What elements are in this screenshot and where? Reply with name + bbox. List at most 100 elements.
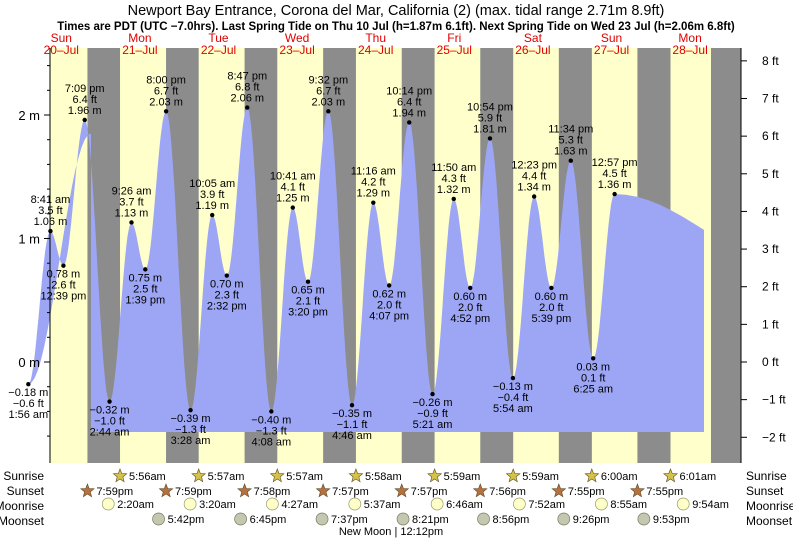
moonrise-icon [101,497,115,511]
high-tide-ft: 3.7 ft [119,196,143,208]
chart-subtitle: Times are PDT (UTC −7.0hrs). Last Spring… [57,21,735,33]
moonset-icon [477,512,490,526]
sunrise-icon [191,468,207,483]
low-tide-m: −0.32 m [90,405,130,417]
moonrise-row-label-left: Moonrise [0,499,44,513]
high-tide-time: 8:41 am [31,194,71,206]
high-tide-point [326,109,331,114]
low-tide-m: 0.70 m [210,279,244,291]
day-date: 28–Jul [672,43,707,57]
low-tide-ft: 2.6 ft [51,280,75,292]
low-tide-point [61,263,66,268]
high-tide-point [371,200,376,205]
high-tide-m: 1.36 m [598,179,632,191]
right-axis-label: 8 ft [762,54,779,68]
low-tide-point [305,279,311,284]
low-tide-ft: −1.1 ft [337,419,368,431]
low-tide-point [386,283,392,288]
sunset-icon [629,483,645,498]
low-tide-m: 0.03 m [576,361,610,373]
low-tide-m: 0.60 m [453,291,487,303]
high-tide-time: 8:47 pm [227,71,267,83]
high-tide-ft: 6.7 ft [154,85,178,97]
low-tide-m: −0.26 m [412,397,452,409]
right-axis-label: −2 ft [762,430,786,444]
day-of-week: Thu [365,31,386,45]
moonset-time: 8:56pm [493,514,530,526]
sunset-icon [551,483,567,498]
sunrise-icon [112,468,128,483]
high-tide-ft: 5.3 ft [559,135,583,147]
high-tide-m: 1.25 m [276,193,310,205]
right-axis-label: 2 ft [762,280,779,294]
moonrise-row-label-right: Moonrise [746,499,793,513]
sunrise-time: 5:57am [208,471,245,483]
moonrise-icon [595,497,608,511]
high-tide-point [407,120,412,125]
low-tide-point [349,403,355,408]
day-of-week: Sun [51,31,72,45]
low-tide-time: 3:28 am [171,435,211,447]
day-of-week: Mon [678,31,701,45]
moonset-row-label-left: Moonset [0,514,45,528]
low-tide-m: 0.62 m [372,288,406,300]
high-tide-ft: 4.1 ft [281,182,305,194]
sunset-icon [472,483,488,498]
high-tide-time: 7:09 pm [65,83,105,95]
moonset-icon [152,512,165,526]
left-axis-label: 2 m [18,108,40,123]
moonset-time: 7:37pm [331,514,368,526]
tide-area [28,107,705,432]
day-headers: Sun20–JulMon21–JulTue22–JulWed23–JulThu2… [44,31,708,57]
high-tide-ft: 4.5 ft [602,168,626,180]
moonrise-icon [183,497,197,511]
high-tide-time: 9:32 pm [308,74,348,86]
sunset-time: 7:59pm [96,486,133,498]
low-tide-time: 5:54 am [493,403,533,415]
high-tide-point [210,212,215,218]
low-tide-point [468,285,473,291]
left-axis-label: 0 m [18,355,40,370]
low-tide-m: 0.65 m [291,285,325,297]
right-axis-label: −1 ft [762,393,786,407]
right-axis-label: 7 ft [762,92,779,106]
sunset-time: 7:57pm [332,486,369,498]
sunset-icon [158,483,174,498]
high-tide-m: 1.94 m [392,107,426,119]
moonrise-time: 3:20am [199,499,236,511]
sunrise-row-label-left: Sunrise [3,469,44,483]
sunset-time: 7:57pm [411,486,448,498]
high-tide-point [451,196,456,202]
chart-title: Newport Bay Entrance, Corona del Mar, Ca… [128,3,665,19]
sunset-icon [394,483,410,498]
moonrise-time: 7:52am [528,499,565,511]
moonrise-time: 2:20am [117,499,154,511]
high-tide-m: 2.06 m [230,93,264,105]
high-tide-ft: 6.4 ft [397,96,421,108]
moonrise-icon [676,497,690,511]
high-tide-time: 11:16 am [351,166,396,178]
low-tide-m: 0.75 m [128,272,162,284]
moonset-icon [637,512,651,526]
high-tide-time: 10:05 am [189,178,235,190]
low-tide-time: 1:56 am [8,409,48,421]
low-tide-m: −0.13 m [493,381,533,393]
moonset-time: 8:21pm [412,514,449,526]
high-tide-m: 1.63 m [554,146,588,158]
low-tide-time: 6:25 am [573,383,613,395]
low-tide-ft: 2.0 ft [458,302,482,314]
right-axis-label: 4 ft [762,204,779,218]
day-date: 26–Jul [515,43,550,57]
high-tide-m: 2.03 m [149,96,183,108]
high-tide-time: 10:14 pm [386,85,432,97]
high-tide-m: 1.06 m [34,216,68,228]
low-tide-time: 12:39 pm [40,291,86,303]
moonset-time: 6:45pm [250,514,287,526]
day-date: 23–Jul [279,43,314,57]
day-of-week: Wed [285,31,309,45]
low-tide-m: −0.40 m [251,414,291,426]
high-tide-ft: 6.7 ft [316,85,340,97]
low-tide-time: 5:39 pm [532,313,572,325]
high-tide-point [163,109,169,114]
